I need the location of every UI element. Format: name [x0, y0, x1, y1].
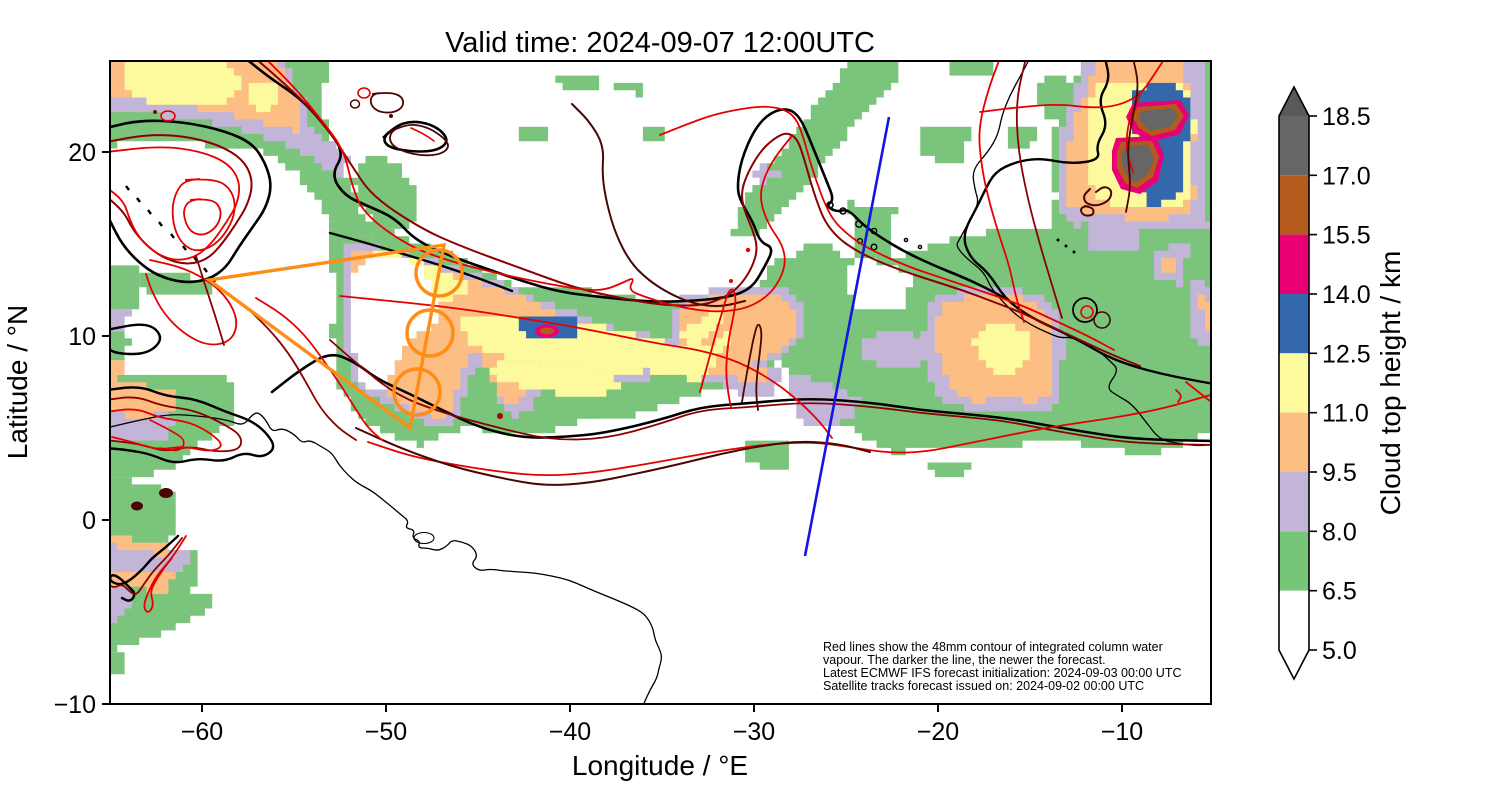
svg-text:20: 20 [68, 139, 96, 167]
svg-text:11.0: 11.0 [1322, 400, 1369, 428]
svg-text:−50: −50 [365, 718, 407, 746]
svg-text:9.5: 9.5 [1322, 459, 1357, 487]
svg-text:0: 0 [82, 507, 96, 535]
svg-text:18.5: 18.5 [1322, 103, 1371, 131]
svg-text:−30: −30 [733, 718, 775, 746]
svg-text:Valid time: 2024-09-07 12:00UT: Valid time: 2024-09-07 12:00UTC [445, 27, 875, 59]
svg-text:−20: −20 [917, 718, 959, 746]
svg-text:Satellite tracks forecast issu: Satellite tracks forecast issued on: 202… [823, 679, 1144, 693]
svg-text:15.5: 15.5 [1322, 222, 1371, 250]
svg-text:−10: −10 [1101, 718, 1143, 746]
svg-text:−40: −40 [549, 718, 591, 746]
svg-text:10: 10 [68, 323, 96, 351]
svg-text:8.0: 8.0 [1322, 518, 1357, 546]
svg-text:Cloud top height / km: Cloud top height / km [1375, 251, 1406, 516]
svg-text:5.0: 5.0 [1322, 637, 1357, 665]
svg-text:Latitude / °N: Latitude / °N [2, 305, 33, 459]
svg-text:vapour. The darker the line, t: vapour. The darker the line, the newer t… [823, 653, 1106, 667]
svg-text:−10: −10 [54, 691, 96, 719]
svg-text:−60: −60 [181, 718, 223, 746]
svg-text:14.0: 14.0 [1322, 281, 1371, 309]
svg-text:Red lines show the 48mm contou: Red lines show the 48mm contour of integ… [823, 640, 1163, 654]
svg-text:17.0: 17.0 [1322, 162, 1371, 190]
svg-text:Longitude / °E: Longitude / °E [572, 750, 748, 781]
svg-text:Latest ECMWF IFS forecast init: Latest ECMWF IFS forecast initialization… [823, 666, 1181, 680]
svg-text:6.5: 6.5 [1322, 578, 1357, 606]
svg-text:12.5: 12.5 [1322, 340, 1371, 368]
